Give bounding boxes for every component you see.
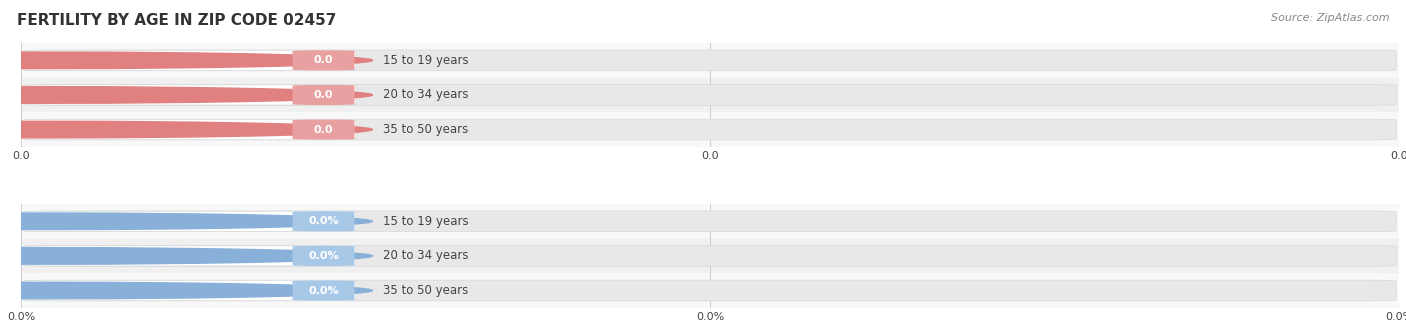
Text: 35 to 50 years: 35 to 50 years xyxy=(384,284,468,297)
Circle shape xyxy=(0,52,373,69)
FancyBboxPatch shape xyxy=(24,246,356,266)
FancyBboxPatch shape xyxy=(24,246,1396,266)
FancyBboxPatch shape xyxy=(24,119,356,140)
Text: Source: ZipAtlas.com: Source: ZipAtlas.com xyxy=(1271,13,1389,23)
Bar xyxy=(21,43,1399,78)
FancyBboxPatch shape xyxy=(24,280,1396,301)
Text: 15 to 19 years: 15 to 19 years xyxy=(384,215,470,228)
Text: 0.0: 0.0 xyxy=(314,124,333,135)
FancyBboxPatch shape xyxy=(24,211,1396,232)
Bar xyxy=(21,112,1399,147)
Text: 15 to 19 years: 15 to 19 years xyxy=(384,54,470,67)
Text: 35 to 50 years: 35 to 50 years xyxy=(384,123,468,136)
FancyBboxPatch shape xyxy=(292,211,354,231)
FancyBboxPatch shape xyxy=(24,85,356,105)
FancyBboxPatch shape xyxy=(292,246,354,266)
Bar xyxy=(21,273,1399,308)
Circle shape xyxy=(0,87,373,103)
FancyBboxPatch shape xyxy=(24,119,1396,140)
Bar xyxy=(21,204,1399,239)
Text: 0.0%: 0.0% xyxy=(308,216,339,226)
Text: 0.0: 0.0 xyxy=(314,90,333,100)
Circle shape xyxy=(0,213,373,230)
FancyBboxPatch shape xyxy=(24,280,356,301)
FancyBboxPatch shape xyxy=(292,85,354,105)
FancyBboxPatch shape xyxy=(292,50,354,71)
FancyBboxPatch shape xyxy=(24,84,1396,105)
FancyBboxPatch shape xyxy=(292,119,354,140)
Circle shape xyxy=(0,248,373,264)
Text: FERTILITY BY AGE IN ZIP CODE 02457: FERTILITY BY AGE IN ZIP CODE 02457 xyxy=(17,13,336,28)
FancyBboxPatch shape xyxy=(24,50,356,71)
Bar xyxy=(21,239,1399,273)
Text: 20 to 34 years: 20 to 34 years xyxy=(384,88,470,102)
FancyBboxPatch shape xyxy=(24,211,356,231)
Text: 0.0%: 0.0% xyxy=(308,286,339,296)
Bar xyxy=(21,78,1399,112)
Text: 20 to 34 years: 20 to 34 years xyxy=(384,249,470,262)
FancyBboxPatch shape xyxy=(292,280,354,301)
Circle shape xyxy=(0,121,373,138)
Circle shape xyxy=(0,282,373,299)
Text: 0.0: 0.0 xyxy=(314,55,333,65)
FancyBboxPatch shape xyxy=(24,50,1396,71)
Text: 0.0%: 0.0% xyxy=(308,251,339,261)
